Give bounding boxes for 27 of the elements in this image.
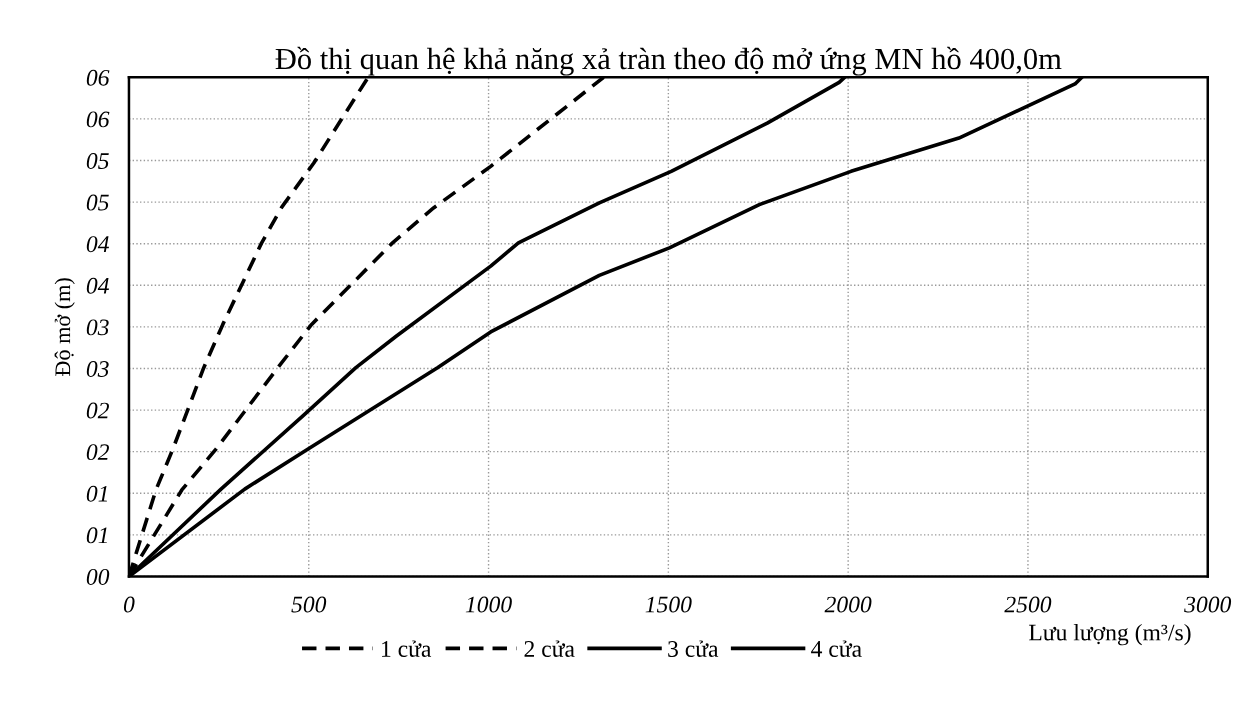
y-tick-label: 02: [86, 402, 109, 419]
y-tick-label: 00: [86, 568, 110, 585]
y-tick-label: 04: [86, 277, 109, 294]
y-tick-label: 01: [86, 485, 107, 502]
legend-label: 4 cửa: [811, 640, 862, 657]
x-tick-label: 500: [291, 596, 327, 613]
y-tick-label: 06: [86, 111, 110, 128]
y-tick-label: 05: [86, 153, 109, 169]
y-tick-label: 01: [86, 527, 107, 544]
legend-label: 3 cửa: [668, 640, 719, 657]
y-tick-label: 06: [86, 69, 110, 86]
legend-label: 2 cửa: [524, 640, 575, 657]
y-tick-label: 03: [86, 319, 109, 336]
y-tick-label: 03: [86, 360, 109, 377]
y-tick-label: 04: [86, 236, 109, 253]
y-axis-title: Độ mở (m): [54, 278, 75, 377]
x-tick-label: 1000: [465, 596, 512, 613]
x-tick-label: 0: [123, 596, 135, 613]
y-tick-label: 02: [86, 444, 109, 461]
chart-title: Đồ thị quan hệ khả năng xả tràn theo độ mở ứng MN hồ 400,0m: [275, 46, 1062, 76]
x-tick-label: 1500: [645, 596, 692, 613]
x-tick-label: 2500: [1004, 596, 1052, 613]
x-tick-label: 2000: [824, 596, 872, 613]
x-tick-label: 3000: [1184, 596, 1232, 613]
x-axis-title: Lưu lượng (m³/s): [1029, 623, 1191, 646]
legend-label: 1 cửa: [382, 640, 432, 657]
y-tick-label: 05: [86, 194, 109, 211]
